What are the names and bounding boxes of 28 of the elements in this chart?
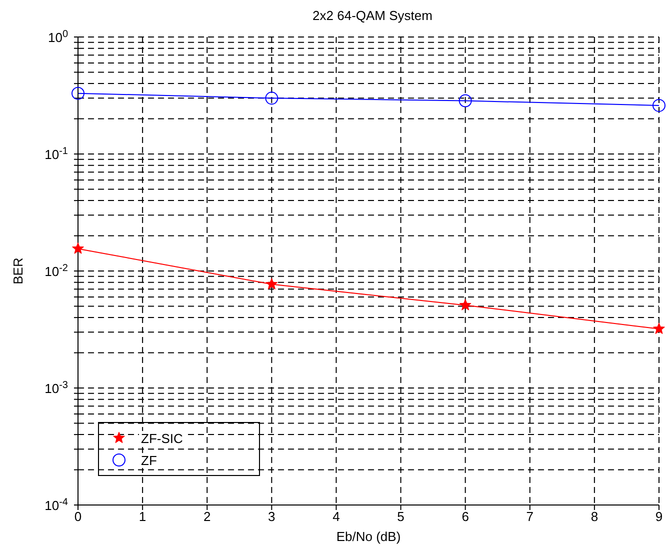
x-tick-label: 8 xyxy=(590,509,598,524)
x-tick-label: 9 xyxy=(655,509,663,524)
y-tick-label: 10$^{-1}$ xyxy=(44,146,68,162)
x-tick-label: 6 xyxy=(462,509,469,524)
point xyxy=(459,298,472,310)
legend-label: ZF-SIC xyxy=(139,430,185,446)
x-tick-label: 7 xyxy=(526,509,534,524)
x-axis-title: Eb/No (dB) xyxy=(336,529,401,544)
x-tick-label: 1 xyxy=(138,509,146,524)
point xyxy=(458,94,472,108)
point xyxy=(266,278,278,290)
y-tick-label: 10$^{-2}$ xyxy=(44,262,68,279)
x-tick-label: 4 xyxy=(332,509,340,524)
point xyxy=(265,92,278,105)
y-tick-label: 10$^{-3}$ xyxy=(44,380,68,396)
x-tick-label: 5 xyxy=(397,509,404,524)
x-tick-label: 3 xyxy=(268,509,276,524)
x-tick-label: 2 xyxy=(203,509,211,524)
legend-label: ZF xyxy=(139,452,159,468)
y-tick-label: 10$^{0}$ xyxy=(48,28,68,45)
x-tick-label: 0 xyxy=(74,509,82,524)
point xyxy=(72,86,84,100)
chart-title: 2x2 64-QAM System xyxy=(312,8,434,23)
point xyxy=(653,322,665,334)
point xyxy=(652,98,666,112)
y-tick-label: 10$^{-4}$ xyxy=(44,496,68,513)
y-axis-title: BER xyxy=(10,258,26,284)
point xyxy=(72,242,84,254)
